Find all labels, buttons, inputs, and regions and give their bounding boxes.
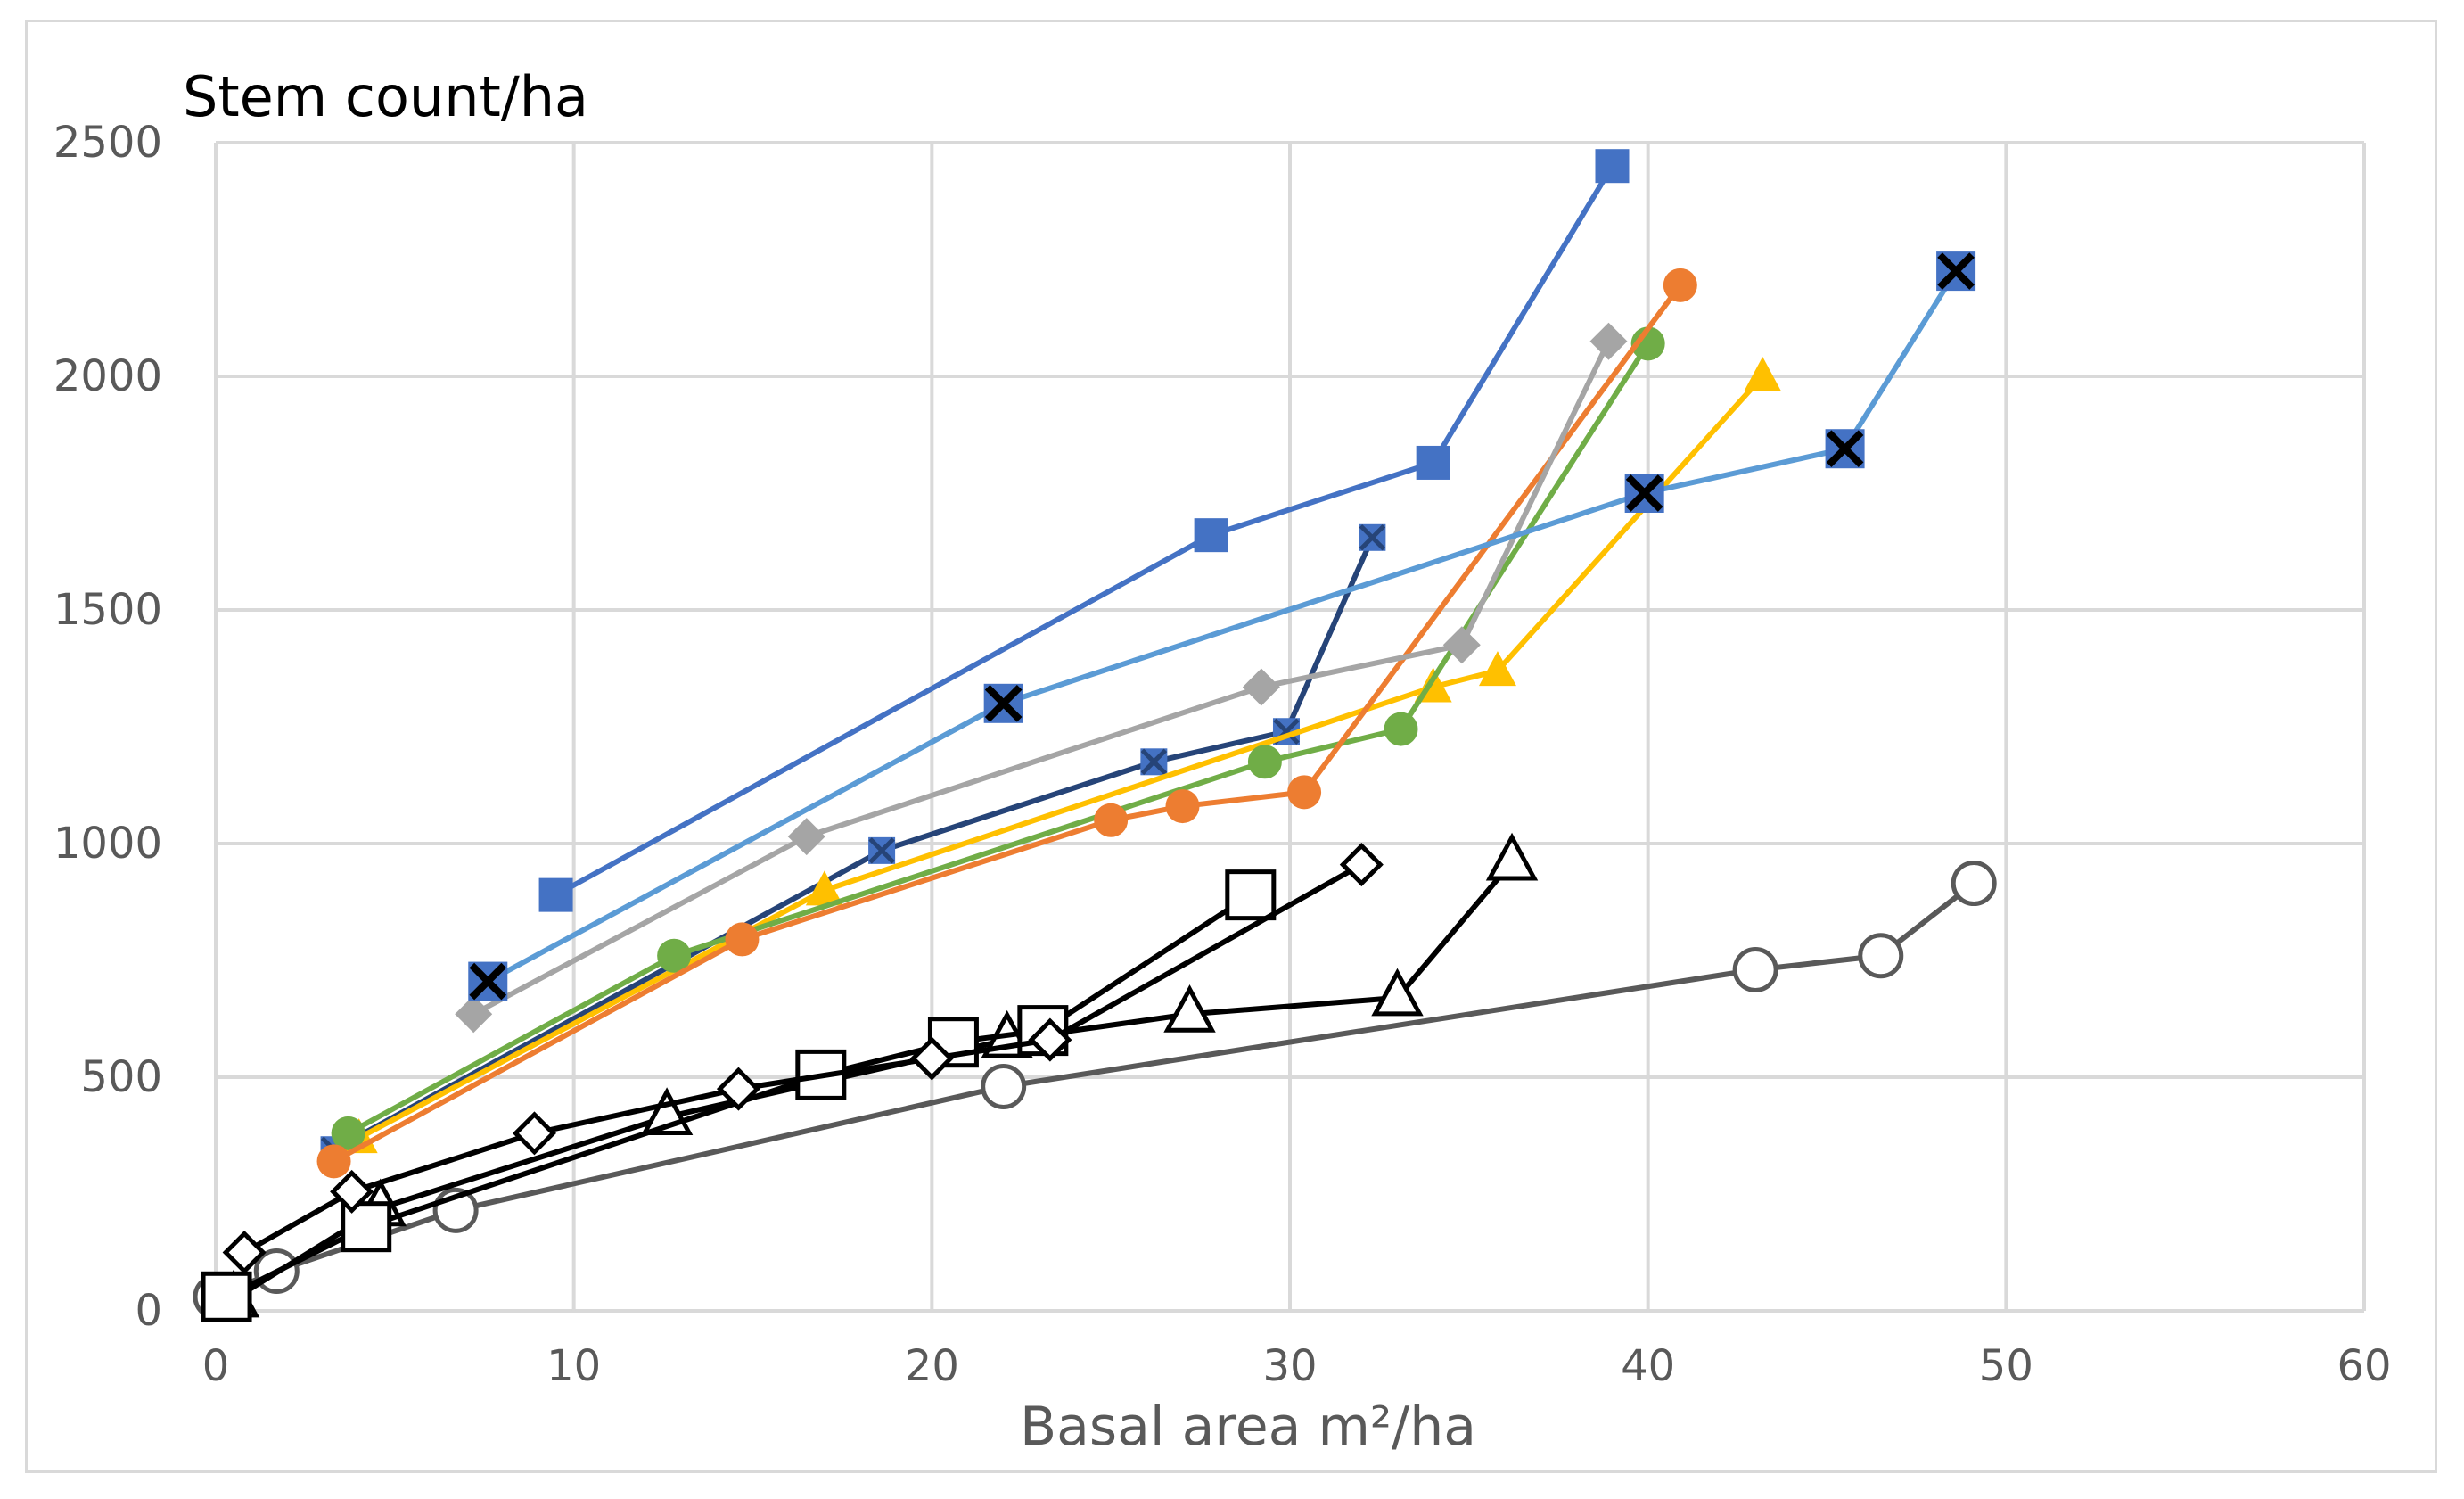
x-box-marker-stroke	[984, 684, 1023, 722]
x-tick-label: 10	[546, 1341, 601, 1391]
diamond-marker	[512, 1111, 557, 1156]
diamond-marker	[1242, 668, 1280, 706]
diamond-marker	[1028, 1017, 1072, 1062]
series-yellow-triangle	[340, 357, 1782, 1154]
asterisk-marker-stroke	[868, 837, 895, 864]
x-tick-label: 30	[1262, 1341, 1317, 1391]
diamond-marker	[1589, 322, 1628, 360]
square-marker	[201, 1271, 252, 1322]
circle-marker	[1732, 946, 1778, 992]
circle-marker	[1951, 861, 1997, 907]
circle-marker	[1630, 326, 1665, 361]
series-blue-square	[538, 149, 1630, 912]
circle-marker	[316, 1144, 351, 1179]
x-tick-label: 40	[1621, 1341, 1675, 1391]
diamond-marker	[222, 1230, 267, 1275]
diamond-marker	[909, 1036, 954, 1081]
circle-marker	[657, 938, 692, 973]
diamond-marker	[716, 1067, 760, 1111]
y-tick-label: 1500	[53, 585, 162, 635]
triangle-marker	[1478, 651, 1516, 687]
circle-marker	[1287, 775, 1322, 810]
y-tick-label: 1000	[53, 819, 162, 869]
series-gray-diamond	[455, 322, 1628, 1034]
y-tick-label: 2500	[53, 118, 162, 168]
series-orange-circle	[316, 268, 1697, 1179]
square-marker	[1595, 149, 1630, 184]
circle-marker	[331, 1116, 365, 1150]
circle-marker	[1094, 803, 1129, 837]
diamond-marker	[1442, 626, 1481, 664]
x-box-marker-stroke	[1625, 474, 1663, 512]
circle-marker	[1384, 712, 1418, 746]
circle-marker	[1858, 933, 1904, 979]
x-tick-label: 50	[1979, 1341, 2033, 1391]
x-box-marker-stroke	[469, 962, 507, 1001]
diamond-marker	[330, 1169, 374, 1214]
diamond-marker	[787, 818, 825, 856]
circle-marker	[981, 1063, 1027, 1109]
series-line	[333, 284, 1683, 1164]
series-layer	[193, 149, 1997, 1322]
circle-marker	[1247, 745, 1282, 779]
series-line	[232, 861, 1515, 1302]
triangle-marker	[1371, 968, 1424, 1017]
x-tick-label: 60	[2337, 1341, 2391, 1391]
series-line	[554, 164, 1615, 898]
series-line	[214, 881, 1976, 1300]
chart-title: Stem count/ha	[183, 64, 588, 129]
circle-marker	[1165, 789, 1200, 824]
x-tick-label: 0	[202, 1341, 230, 1391]
series-black-diamond	[222, 843, 1384, 1275]
y-tick-label: 500	[80, 1052, 162, 1102]
square-marker	[1416, 445, 1450, 480]
square-marker	[1225, 869, 1277, 921]
square-marker	[1194, 518, 1228, 553]
axis-layer: 0 500 1000 1500 2000 2500 0 10 20 30 40 50 60	[53, 118, 2392, 1391]
circle-marker	[725, 922, 760, 957]
diamond-marker	[1339, 843, 1384, 887]
asterisk-marker-stroke	[1359, 524, 1386, 551]
y-tick-label: 2000	[53, 351, 162, 401]
circle-marker	[1663, 268, 1697, 302]
triangle-marker	[805, 870, 843, 906]
triangle-marker	[1163, 984, 1216, 1033]
x-tick-label: 20	[905, 1341, 959, 1391]
square-marker	[538, 877, 573, 912]
y-tick-label: 0	[135, 1286, 162, 1336]
asterisk-marker-stroke	[1140, 748, 1168, 776]
x-box-marker-stroke	[1937, 252, 1975, 290]
diamond-marker	[455, 995, 493, 1034]
x-box-marker-stroke	[1826, 430, 1864, 468]
x-axis-label: Basal area m²/ha	[1020, 1396, 1476, 1458]
triangle-marker	[1744, 357, 1782, 391]
triangle-marker	[1485, 832, 1539, 881]
series-lightblue-x	[468, 251, 1976, 1001]
